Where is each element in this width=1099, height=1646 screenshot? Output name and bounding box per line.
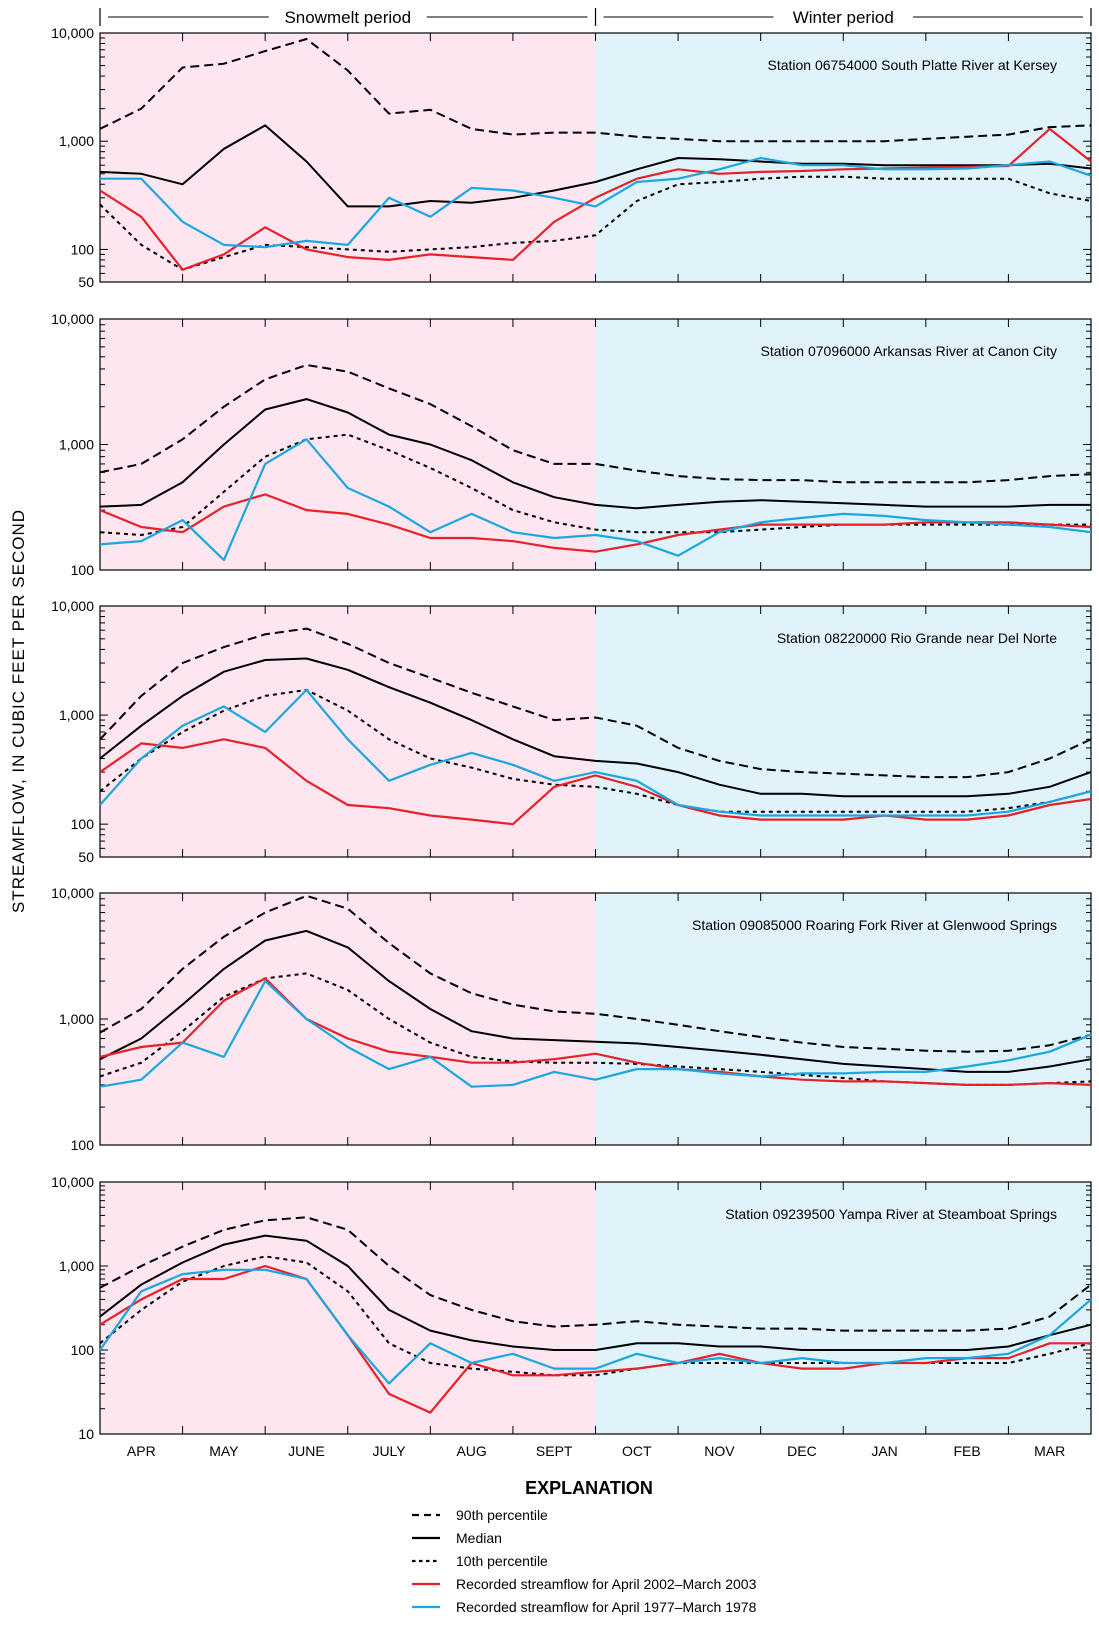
panel-title: Station 09085000 Roaring Fork River at G… (692, 917, 1057, 933)
y-tick-label: 1,000 (59, 1011, 94, 1027)
legend-label: 90th percentile (456, 1507, 548, 1523)
series-line-4 (99, 688, 1092, 817)
period-background-1 (595, 319, 1091, 570)
legend-title: EXPLANATION (525, 1478, 653, 1498)
month-label: JUNE (288, 1443, 325, 1459)
y-tick-label: 10,000 (51, 598, 94, 614)
month-label: FEB (954, 1443, 981, 1459)
series-line-3 (99, 1264, 1091, 1414)
panel-0: 50 100 1,000 10,000 Station 06754000 South P… (51, 25, 1092, 290)
series-line-0 (99, 894, 1092, 1053)
month-label: OCT (622, 1443, 652, 1459)
series-line-0 (99, 38, 1092, 143)
legend: EXPLANATION 90th percentile Median 10th per… (412, 1478, 757, 1615)
period-background-0 (100, 1182, 596, 1434)
y-tick-label: 100 (71, 1137, 95, 1153)
series-line-3 (99, 493, 1092, 553)
panel-title: Station 08220000 Rio Grande near Del Nor… (777, 630, 1057, 646)
period-background-0 (100, 606, 596, 857)
period-background-0 (100, 893, 596, 1145)
panel-title: Station 07096000 Arkansas River at Canon… (760, 343, 1057, 359)
legend-label: Recorded streamflow for April 2002–March… (456, 1576, 757, 1592)
series-line-1 (99, 657, 1092, 798)
period-background-0 (100, 33, 596, 282)
panel-1: 100 1,000 10,000 Station 07096000 Arkansas … (51, 311, 1092, 578)
panel-2: 50 100 1,000 10,000 Station 08220000 Rio Gra… (51, 598, 1092, 865)
period-header: Snowmelt period Winter period (99, 8, 1092, 27)
y-tick-label: 10,000 (51, 311, 94, 327)
series-line-4 (99, 438, 1092, 562)
month-axis-labels: APR MAY JUNE JULY AUG SEPT OCT NOV DEC JAN FEB MAR (127, 1443, 1065, 1459)
y-tick-label: 100 (71, 241, 95, 257)
period-background-1 (595, 893, 1091, 1145)
series-line-1 (99, 124, 1092, 208)
legend-label: Median (456, 1530, 502, 1546)
period-background-0 (100, 319, 596, 570)
month-label: NOV (704, 1443, 735, 1459)
month-label: SEPT (536, 1443, 573, 1459)
series-line-0 (99, 1216, 1092, 1332)
series-line-4 (100, 156, 1092, 249)
series-line-4 (99, 1268, 1092, 1385)
legend-label: 10th percentile (456, 1553, 548, 1569)
month-label: MAR (1034, 1443, 1065, 1459)
panel-title: Station 09239500 Yampa River at Steamboa… (725, 1206, 1057, 1222)
y-tick-label: 1,000 (59, 133, 94, 149)
series-line-2 (99, 433, 1091, 536)
y-tick-label: 1,000 (59, 707, 94, 723)
month-label: APR (127, 1443, 156, 1459)
series-line-4 (99, 979, 1092, 1088)
period-label-1: Winter period (793, 8, 894, 27)
month-label: JAN (871, 1443, 897, 1459)
chart-panels: 50 100 1,000 10,000 Station 06754000 South P… (51, 25, 1092, 1442)
y-axis-label: STREAMFLOW, IN CUBIC FEET PER SECOND (9, 509, 28, 913)
y-tick-label: 1,000 (59, 437, 94, 453)
y-tick-label: 100 (71, 1342, 95, 1358)
period-background-1 (595, 1182, 1091, 1434)
y-tick-label: 10,000 (51, 1174, 94, 1190)
series-line-2 (99, 175, 1092, 271)
series-line-3 (99, 127, 1092, 271)
period-label-0: Snowmelt period (284, 8, 411, 27)
y-tick-label: 1,000 (59, 1258, 94, 1274)
month-label: MAY (209, 1443, 239, 1459)
panel-3: 100 1,000 10,000 Station 09085000 Roaring F… (51, 885, 1092, 1153)
month-label: DEC (787, 1443, 817, 1459)
series-line-0 (99, 627, 1092, 779)
panel-4: 10 100 1,000 10,000 Station 09239500 Yampa R… (51, 1174, 1092, 1442)
y-tick-label: 50 (78, 274, 94, 290)
y-tick-label: 10,000 (51, 25, 94, 41)
y-tick-label: 100 (71, 562, 95, 578)
y-tick-label: 100 (71, 816, 95, 832)
series-line-1 (99, 929, 1092, 1073)
panel-title: Station 06754000 South Platte River at K… (767, 57, 1057, 73)
y-tick-label: 50 (78, 849, 94, 865)
legend-label: Recorded streamflow for April 1977–March… (456, 1599, 757, 1615)
series-line-2 (99, 688, 1092, 813)
series-line-1 (99, 1234, 1092, 1351)
series-line-3 (99, 977, 1092, 1087)
y-tick-label: 10,000 (51, 885, 94, 901)
series-line-3 (99, 738, 1092, 826)
series-line-1 (99, 398, 1091, 510)
month-label: JULY (372, 1443, 406, 1459)
y-tick-label: 10 (78, 1426, 94, 1442)
month-label: AUG (456, 1443, 486, 1459)
